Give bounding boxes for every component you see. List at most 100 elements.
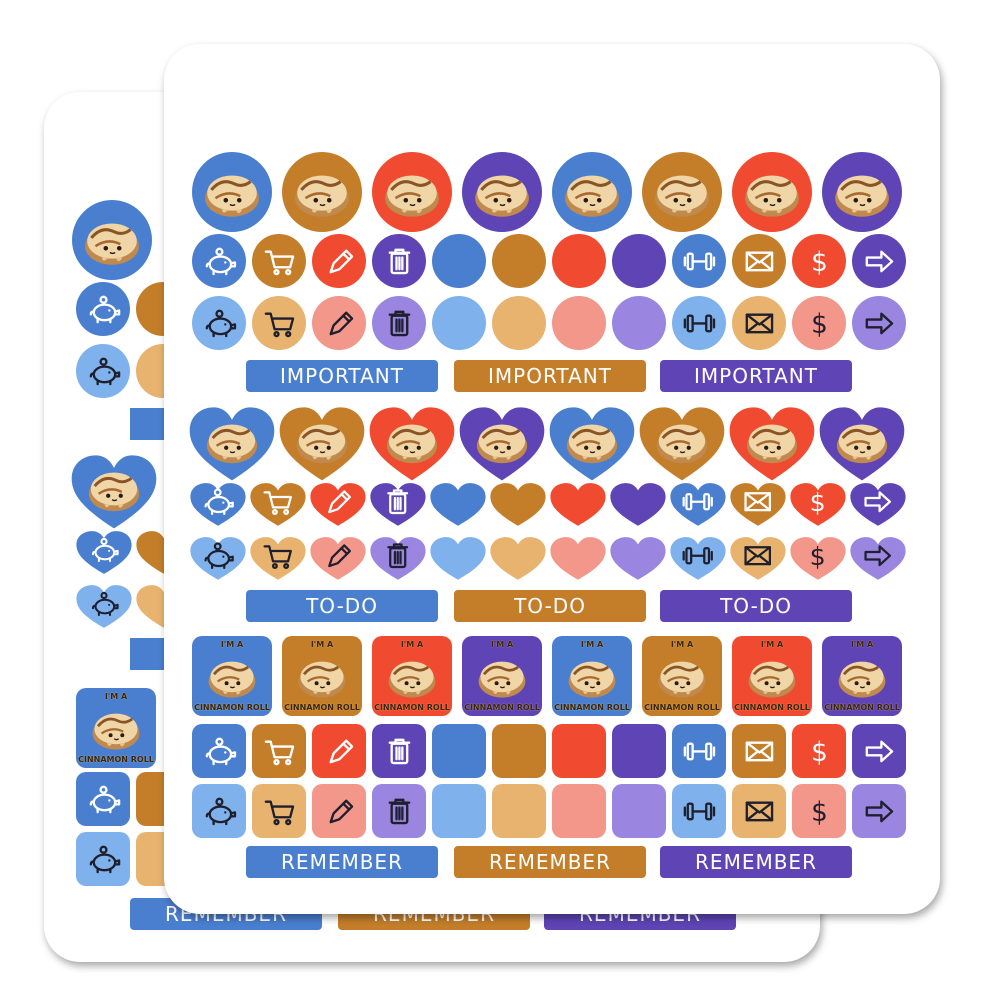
light-circle-sticker [192,296,246,350]
dark-circle-sticker [252,234,306,288]
arrow-right-icon [860,732,899,771]
dark-circle-sticker [492,234,546,288]
cinnamon-roll-square-sticker: I'M A CINNAMON ROLL [732,636,812,716]
pencil-icon [319,483,356,520]
light-square-sticker [552,784,606,838]
trash-icon [379,483,416,520]
dark-heart-sticker [428,480,488,528]
roll-top-text: I'M A [850,640,874,649]
dark-square-sticker [732,724,786,778]
cart-icon [260,242,299,281]
cinnamon-roll-square-sticker: I'M A CINNAMON ROLL [76,688,156,768]
light-heart-sticker [248,534,308,582]
svg-text:$: $ [811,310,828,340]
cinnamon-roll-circle-sticker [192,152,272,232]
cart-icon [259,537,296,574]
roll-bottom-text: CINNAMON ROLL [734,703,810,712]
light-circle-sticker [732,296,786,350]
dark-square-sticker [852,724,906,778]
svg-text:$: $ [811,738,828,768]
dumbbell-icon [679,483,716,520]
roll-top-text: I'M A [310,640,334,649]
roll-top-text: I'M A [760,640,784,649]
dark-heart-sticker [488,480,548,528]
light-heart-sticker [488,534,548,582]
cinnamon-roll-heart-sticker [546,402,638,484]
piggy-bank-icon [199,483,236,520]
roll-bottom-text: CINNAMON ROLL [194,703,270,712]
roll-bottom-text: CINNAMON ROLL [374,703,450,712]
envelope-icon [739,483,776,520]
trash-icon [379,537,416,574]
cinnamon-roll-square-sticker: I'M A CINNAMON ROLL [462,636,542,716]
cinnamon-roll-heart-sticker [726,402,818,484]
dark-circle-sticker [312,234,366,288]
todo-label-sticker: TO-DO [660,590,852,622]
dark-circle-sticker [372,234,426,288]
cinnamon-roll-square-sticker: I'M A CINNAMON ROLL [642,636,722,716]
dark-heart-sticker [848,480,908,528]
cinnamon-roll-heart-sticker [186,402,278,484]
roll-top-text: I'M A [580,640,604,649]
light-circle-sticker [612,296,666,350]
light-square-sticker [252,784,306,838]
dark-square-sticker [432,724,486,778]
cinnamon-roll-circle-sticker [552,152,632,232]
light-circle-sticker [552,296,606,350]
svg-text:$: $ [811,798,828,828]
remember-label-sticker: REMEMBER [130,898,322,930]
piggy-bank-icon [84,780,123,819]
arrow-right-icon [860,792,899,831]
dumbbell-icon [680,242,719,281]
cinnamon-roll-circle-sticker [72,200,152,280]
piggy-bank-icon [200,242,239,281]
dumbbell-icon [679,537,716,574]
light-heart-sticker [428,534,488,582]
arrow-right-icon [859,537,896,574]
dark-square-sticker [492,724,546,778]
roll-bottom-text: CINNAMON ROLL [554,703,630,712]
dark-square-sticker: $ [792,724,846,778]
dollar-icon: $ [800,304,839,343]
dark-heart-sticker [248,480,308,528]
dark-circle-sticker: $ [792,234,846,288]
dark-circle-sticker [612,234,666,288]
dark-square-sticker [192,724,246,778]
light-circle-sticker: $ [792,296,846,350]
dark-heart-sticker [368,480,428,528]
remember-label-sticker: REMEMBER [454,846,646,878]
trash-icon [380,792,419,831]
roll-bottom-text: CINNAMON ROLL [644,703,720,712]
light-square-sticker [492,784,546,838]
light-square-sticker [312,784,366,838]
light-heart-sticker [368,534,428,582]
cinnamon-roll-circle-sticker [372,152,452,232]
light-heart-sticker [728,534,788,582]
envelope-icon [740,792,779,831]
envelope-icon [740,732,779,771]
dark-heart-sticker [548,480,608,528]
cart-icon [260,792,299,831]
light-circle-sticker [372,296,426,350]
cinnamon-roll-square-sticker: I'M A CINNAMON ROLL [192,636,272,716]
dark-square-sticker [76,772,130,826]
cinnamon-roll-circle-sticker [732,152,812,232]
pencil-icon [320,792,359,831]
roll-bottom-text: CINNAMON ROLL [464,703,540,712]
light-square-sticker [672,784,726,838]
dollar-icon: $ [800,792,839,831]
dollar-icon: $ [800,242,839,281]
light-heart-sticker [848,534,908,582]
trash-icon [380,242,419,281]
light-heart-sticker [308,534,368,582]
cinnamon-roll-heart-sticker [366,402,458,484]
dollar-icon: $ [799,483,836,520]
light-square-sticker [852,784,906,838]
dollar-icon: $ [799,537,836,574]
dumbbell-icon [680,304,719,343]
envelope-icon [739,537,776,574]
dark-circle-sticker [432,234,486,288]
piggy-bank-icon [200,732,239,771]
light-square-sticker [732,784,786,838]
arrow-right-icon [860,242,899,281]
